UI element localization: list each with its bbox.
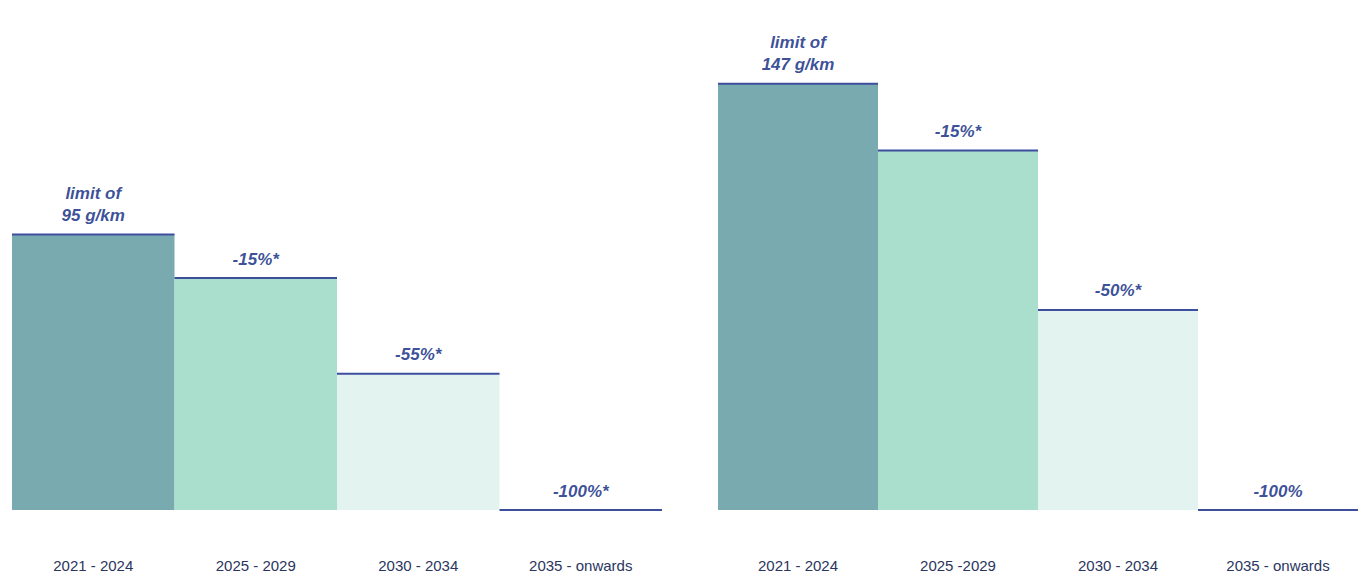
svg-text:2030 - 2034: 2030 - 2034: [378, 557, 458, 574]
svg-text:2025 - 2029: 2025 - 2029: [216, 557, 296, 574]
svg-text:-100%: -100%: [1253, 482, 1302, 501]
svg-text:2035 - onwards: 2035 - onwards: [529, 557, 632, 574]
svg-text:limit of: limit of: [65, 184, 123, 203]
svg-text:-50%*: -50%*: [1095, 281, 1143, 300]
svg-text:2025 -2029: 2025 -2029: [920, 557, 996, 574]
svg-text:2021 - 2024: 2021 - 2024: [53, 557, 133, 574]
svg-text:2035 - onwards: 2035 - onwards: [1226, 557, 1329, 574]
svg-text:2030 - 2034: 2030 - 2034: [1078, 557, 1158, 574]
svg-text:-15%*: -15%*: [935, 122, 983, 141]
svg-text:147 g/km: 147 g/km: [762, 55, 835, 74]
svg-text:limit of: limit of: [770, 33, 828, 52]
svg-text:2021 - 2024: 2021 - 2024: [758, 557, 838, 574]
svg-text:-55%*: -55%*: [395, 345, 443, 364]
svg-text:95 g/km: 95 g/km: [62, 206, 125, 225]
svg-text:-100%*: -100%*: [553, 482, 610, 501]
svg-text:-15%*: -15%*: [233, 250, 281, 269]
